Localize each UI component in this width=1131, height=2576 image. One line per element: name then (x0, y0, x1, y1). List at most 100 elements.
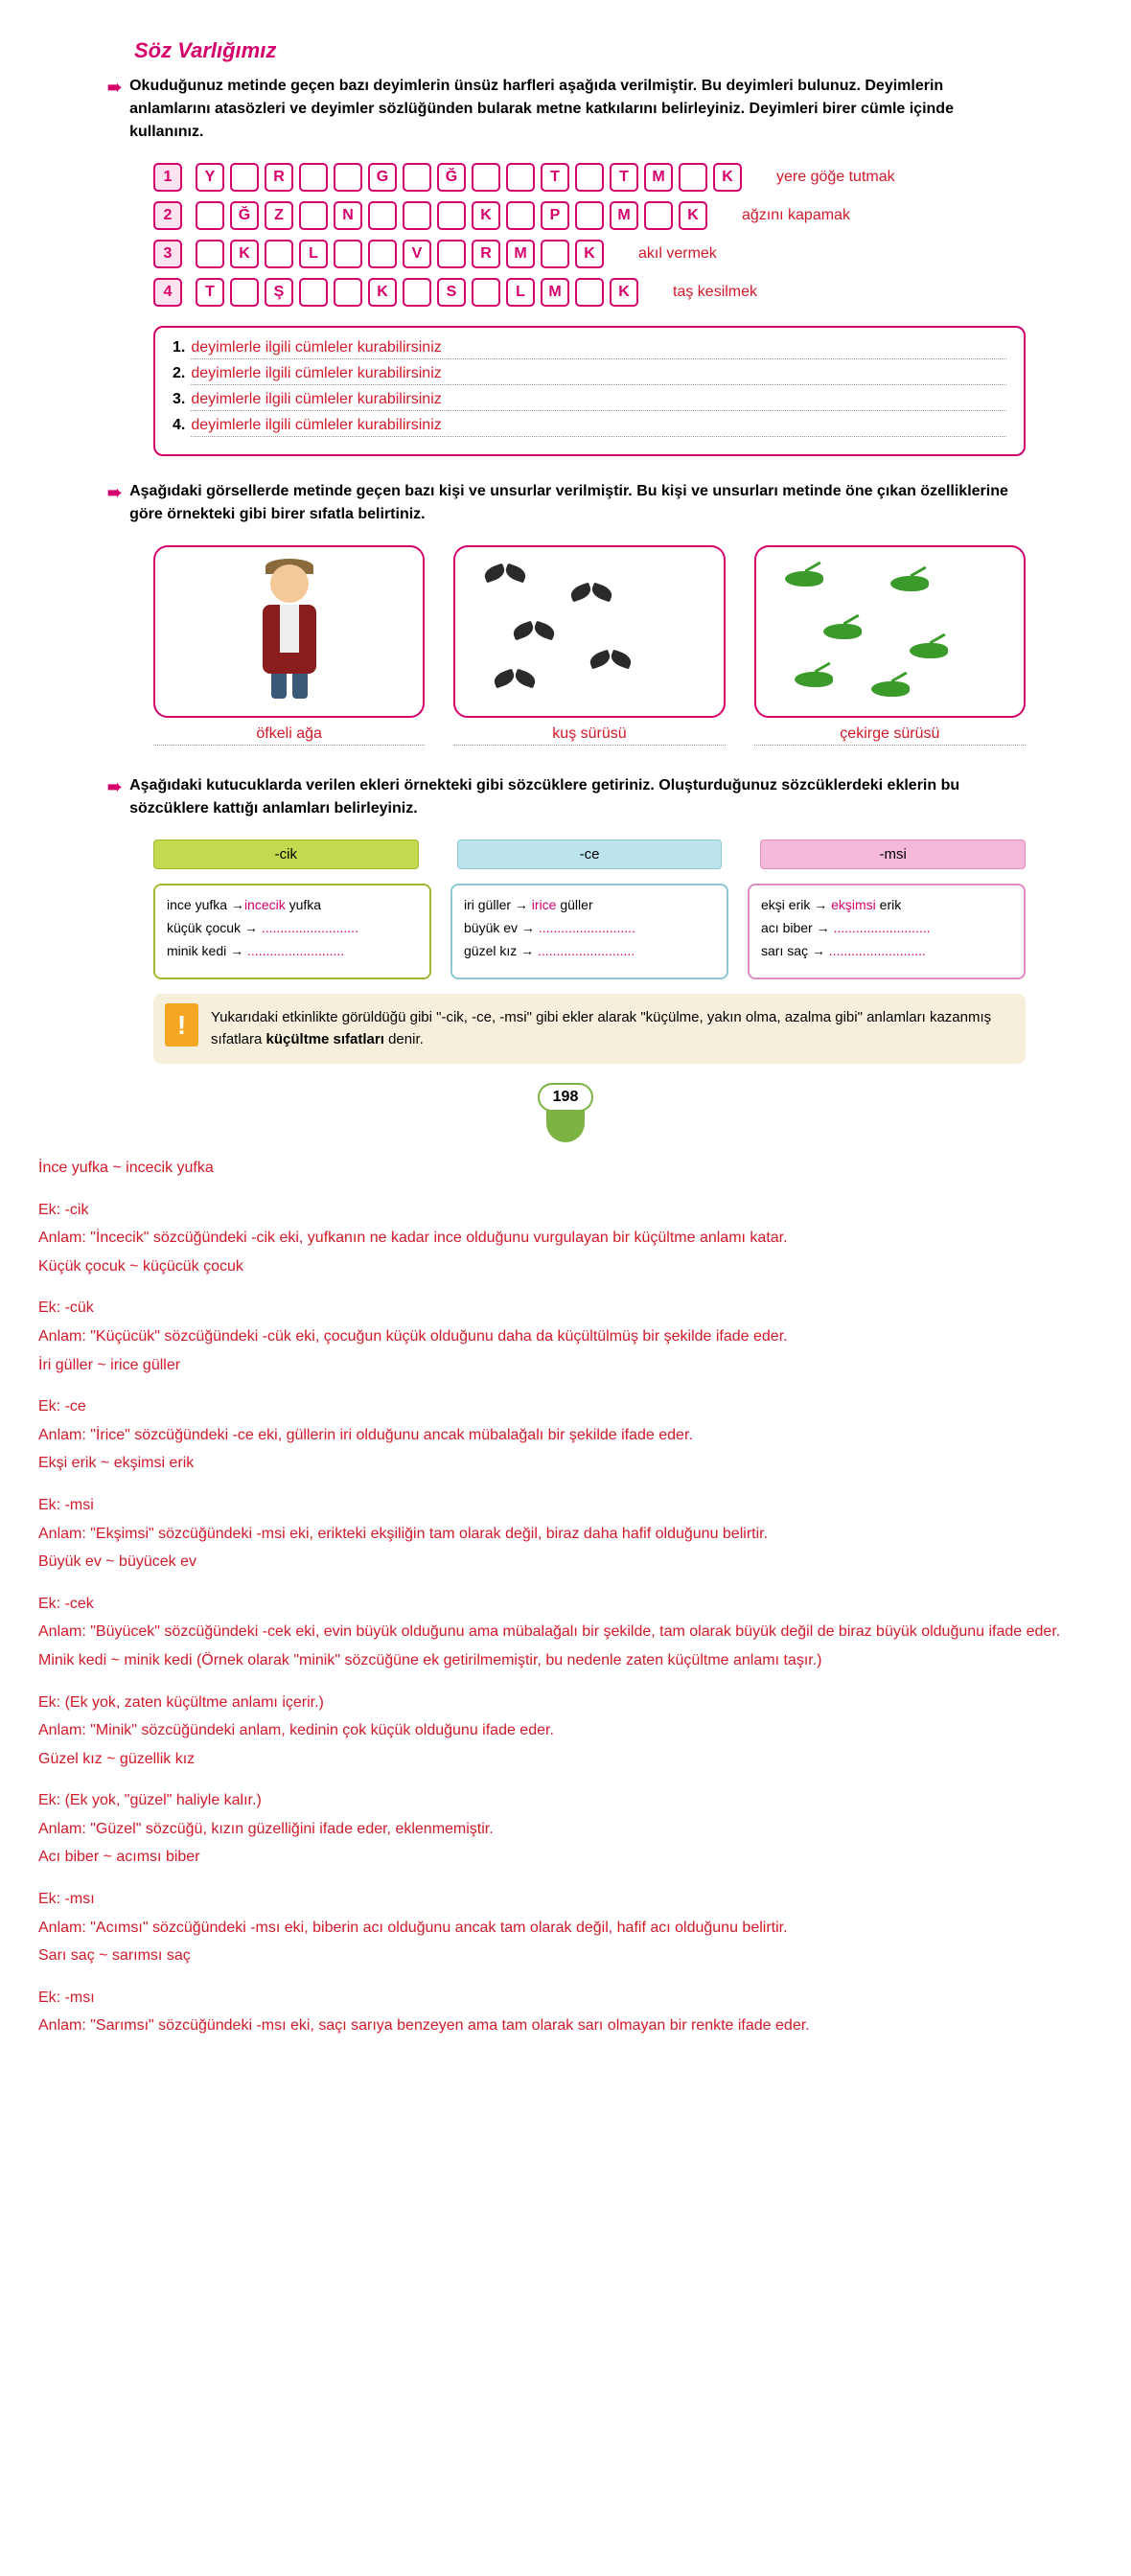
letter-box-empty (403, 201, 431, 230)
arrow-icon: ➠ (107, 75, 122, 144)
sentence-text: deyimlerle ilgili cümleler kurabilirsini… (191, 365, 1006, 385)
sentence-line: 1. deyimlerle ilgili cümleler kurabilirsi… (173, 339, 1006, 359)
bottom-answer-text: İnce yufka ~ incecik yufka Ek: -cik Anlam:… (38, 1156, 1083, 2038)
letter-box: K (713, 163, 742, 192)
answer-line: Küçük çocuk ~ küçücük çocuk (38, 1254, 1083, 1279)
answer-line: Ek: (Ek yok, "güzel" haliyle kalır.) (38, 1788, 1083, 1813)
letter-box: M (541, 278, 569, 307)
images-row: öfkeli ağa kuş sürüsü çekirge sür (153, 545, 1026, 746)
letter-box-empty (437, 201, 466, 230)
suffix-item: ekşi erik → ekşimsi erik (761, 897, 1012, 912)
answer-line: Ek: -msı (38, 1986, 1083, 2011)
answer-line: Sarı saç ~ sarımsı saç (38, 1944, 1083, 1968)
answer-line: Acı biber ~ acımsı biber (38, 1845, 1083, 1870)
image-birds (453, 545, 725, 718)
letter-box: L (506, 278, 535, 307)
letter-box: K (679, 201, 707, 230)
answer-line: İnce yufka ~ incecik yufka (38, 1156, 1083, 1181)
letter-box: Ğ (230, 201, 259, 230)
letter-box-empty (299, 201, 328, 230)
letter-box-empty (299, 278, 328, 307)
answer-line: Ek: -cek (38, 1592, 1083, 1617)
letter-box-empty (368, 240, 397, 268)
answer-line: Ek: -msi (38, 1493, 1083, 1518)
answer-line: Güzel kız ~ güzellik kız (38, 1747, 1083, 1772)
sentence-number: 2. (173, 365, 185, 382)
answer-line: Ek: -ce (38, 1394, 1083, 1419)
instruction-3: ➠ Aşağıdaki kutucuklarda verilen ekleri … (134, 774, 1026, 820)
answer-line: Ek: -msı (38, 1887, 1083, 1912)
info-bold: küçültme sıfatları (266, 1031, 384, 1047)
answer-line: Minik kedi ~ minik kedi (Örnek olarak "m… (38, 1648, 1083, 1673)
instruction-text: Aşağıdaki görsellerde metinde geçen bazı… (129, 480, 1026, 526)
page-number: 198 (538, 1083, 594, 1112)
row-number: 4 (153, 278, 182, 307)
letter-box-empty (403, 163, 431, 192)
suffix-item: minik kedi → .......................... (167, 943, 418, 958)
letter-box-empty (644, 201, 673, 230)
row-answer: akıl vermek (638, 245, 717, 263)
letter-box-empty (403, 278, 431, 307)
suffix-item: güzel kız → .......................... (464, 943, 715, 958)
letter-box: N (334, 201, 362, 230)
answer-line: Anlam: "Acımsı" sözcüğündeki -msı eki, b… (38, 1916, 1083, 1941)
letter-box-empty (196, 201, 224, 230)
letter-box-empty (334, 240, 362, 268)
answer-line: Anlam: "İrice" sözcüğündeki -ce eki, gül… (38, 1423, 1083, 1448)
section-title: Söz Varlığımız (134, 38, 1102, 63)
letter-box: K (368, 278, 397, 307)
letter-row: 1YRGĞTTMKyere göğe tutmak (153, 163, 1102, 192)
sentence-text: deyimlerle ilgili cümleler kurabilirsini… (191, 339, 1006, 359)
letter-rows: 1YRGĞTTMKyere göğe tutmak2ĞZNKPMKağzını … (153, 163, 1102, 307)
answer-line: Anlam: "Küçücük" sözcüğündeki -cük eki, … (38, 1324, 1083, 1349)
image-card-2: kuş sürüsü (453, 545, 725, 746)
sentences-box: 1. deyimlerle ilgili cümleler kurabilirsi… (153, 326, 1026, 456)
image-label: kuş sürüsü (453, 725, 725, 746)
letter-box: R (472, 240, 500, 268)
suffix-cik-header: -cik (153, 840, 419, 869)
letter-box-empty (575, 201, 604, 230)
answer-line: Anlam: "Minik" sözcüğündeki anlam, kedin… (38, 1718, 1083, 1743)
letter-box-empty (506, 163, 535, 192)
suffix-item: acı biber → .......................... (761, 920, 1012, 935)
letter-row: 3KLVRMKakıl vermek (153, 240, 1102, 268)
col-msi: ekşi erik → ekşimsi erik acı biber → ....… (748, 884, 1026, 979)
row-number: 3 (153, 240, 182, 268)
row-answer: taş kesilmek (673, 284, 757, 301)
letter-box-empty (196, 240, 224, 268)
image-grasshoppers (754, 545, 1026, 718)
answer-line: Anlam: "Büyücek" sözcüğündeki -cek eki, … (38, 1620, 1083, 1644)
letter-box-empty (334, 163, 362, 192)
suffix-item: küçük çocuk → .......................... (167, 920, 418, 935)
sentence-number: 3. (173, 391, 185, 408)
letter-box-empty (368, 201, 397, 230)
letter-box-empty (334, 278, 362, 307)
letter-box-empty (472, 278, 500, 307)
letter-box: T (541, 163, 569, 192)
letter-box: Ğ (437, 163, 466, 192)
answer-line: Ek: -cik (38, 1198, 1083, 1223)
sentence-number: 1. (173, 339, 185, 356)
letter-box: L (299, 240, 328, 268)
letter-box-empty (506, 201, 535, 230)
letter-box-empty (541, 240, 569, 268)
suffix-ce-header: -ce (457, 840, 723, 869)
answer-line: Anlam: "Ekşimsi" sözcüğündeki -msi eki, … (38, 1522, 1083, 1547)
letter-box: K (230, 240, 259, 268)
letter-box: P (541, 201, 569, 230)
suffix-columns: ince yufka →incecik yufkaküçük çocuk → .… (153, 884, 1026, 979)
letter-box-empty (437, 240, 466, 268)
instruction-text: Okuduğunuz metinde geçen bazı deyimlerin… (129, 75, 1026, 144)
suffix-item: büyük ev → .......................... (464, 920, 715, 935)
answer-line: Anlam: "Güzel" sözcüğü, kızın güzelliğin… (38, 1817, 1083, 1842)
exclamation-icon: ! (165, 1003, 198, 1046)
row-number: 1 (153, 163, 182, 192)
answer-line: Ek: -cük (38, 1296, 1083, 1321)
letter-box-empty (265, 240, 293, 268)
answer-line: Anlam: "İncecik" sözcüğündeki -cik eki, … (38, 1226, 1083, 1251)
sentence-line: 4.deyimlerle ilgili cümleler kurabilirsi… (173, 417, 1006, 437)
letter-box: M (610, 201, 638, 230)
row-answer: ağzını kapamak (742, 207, 850, 224)
letter-row: 4TŞKSLMKtaş kesilmek (153, 278, 1102, 307)
letter-box: S (437, 278, 466, 307)
